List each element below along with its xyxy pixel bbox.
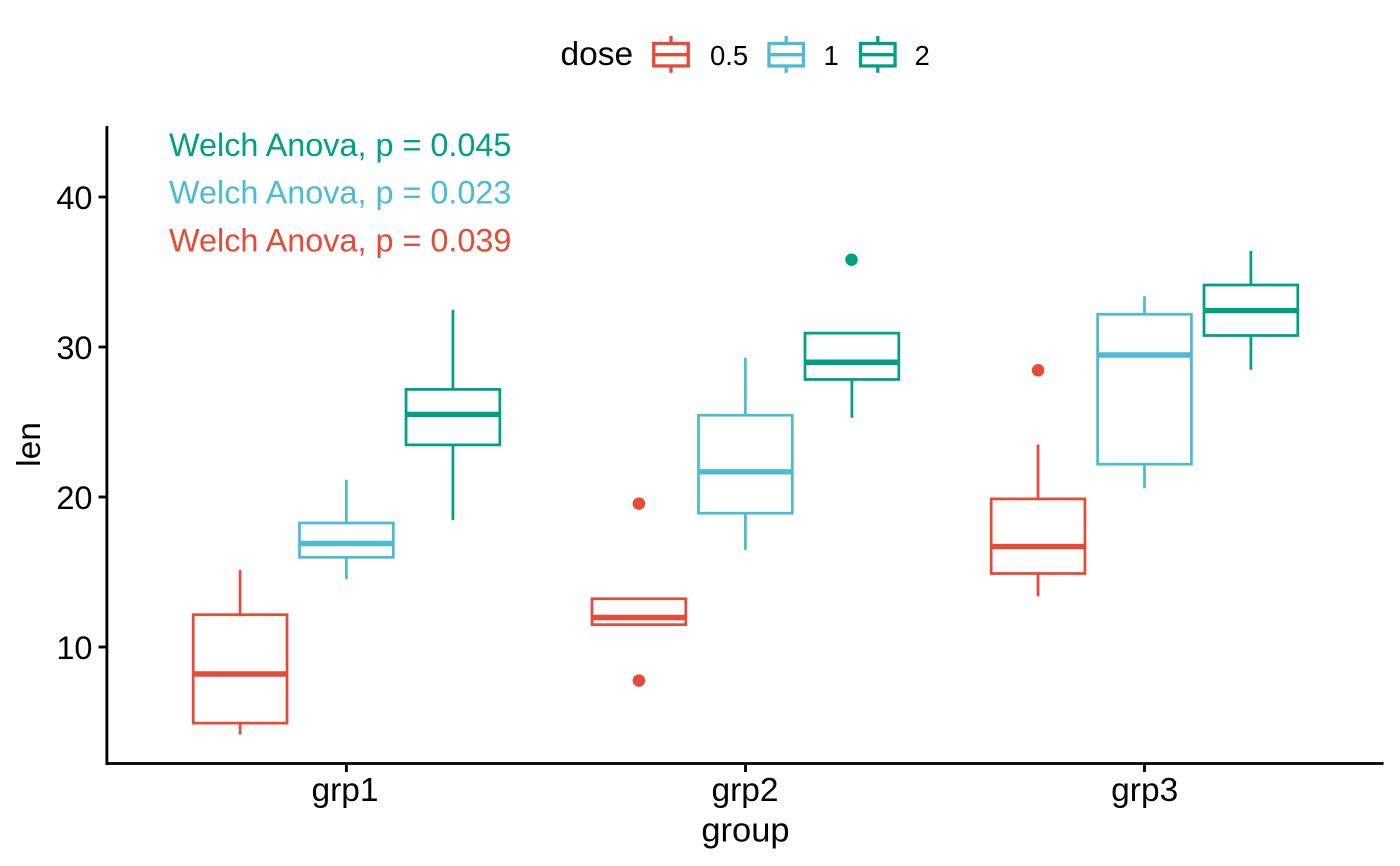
svg-text:grp3: grp3	[1111, 772, 1178, 809]
svg-text:40: 40	[56, 180, 92, 216]
svg-text:grp2: grp2	[711, 772, 778, 809]
svg-text:Welch Anova, p = 0.039: Welch Anova, p = 0.039	[169, 223, 511, 259]
svg-text:0.5: 0.5	[710, 40, 748, 71]
svg-text:group: group	[701, 811, 789, 849]
svg-text:1: 1	[824, 40, 839, 71]
svg-text:2: 2	[915, 40, 930, 71]
svg-text:dose: dose	[561, 36, 634, 73]
svg-text:grp1: grp1	[311, 772, 378, 809]
svg-text:Welch Anova, p = 0.023: Welch Anova, p = 0.023	[169, 175, 511, 211]
svg-text:30: 30	[56, 330, 92, 366]
svg-text:20: 20	[56, 480, 92, 516]
svg-text:len: len	[11, 422, 48, 467]
svg-text:10: 10	[56, 630, 92, 666]
svg-text:Welch Anova, p = 0.045: Welch Anova, p = 0.045	[169, 127, 511, 163]
